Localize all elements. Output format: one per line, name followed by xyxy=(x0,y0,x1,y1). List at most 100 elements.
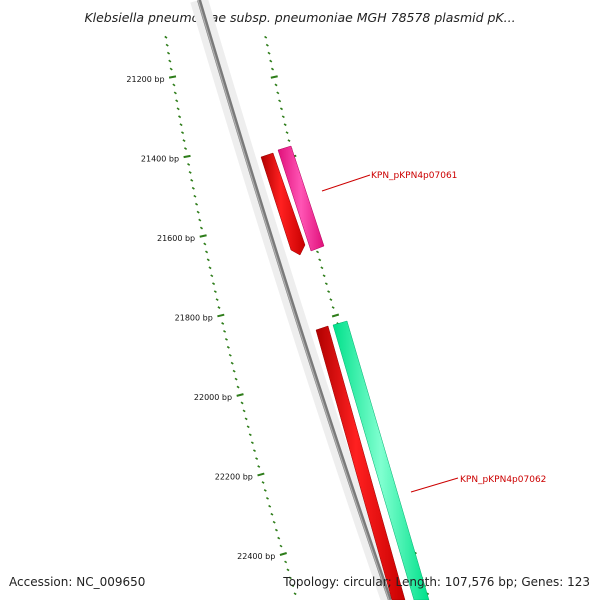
minor-tick xyxy=(274,83,278,87)
minor-tick xyxy=(179,123,183,127)
tick-label: 21200 bp xyxy=(126,75,164,84)
minor-tick xyxy=(183,147,188,150)
minor-tick xyxy=(281,115,285,119)
minor-tick xyxy=(318,258,322,262)
minor-tick xyxy=(234,377,238,381)
minor-tick xyxy=(327,290,331,294)
minor-tick xyxy=(165,43,169,47)
minor-tick xyxy=(265,43,269,47)
minor-tick xyxy=(279,107,284,111)
minor-tick xyxy=(228,353,232,357)
minor-tick xyxy=(331,306,335,309)
major-tick xyxy=(279,552,287,556)
minor-tick xyxy=(270,512,274,516)
minor-tick xyxy=(286,568,290,572)
minor-tick xyxy=(226,345,230,349)
gene-feature-1[interactable] xyxy=(277,145,325,252)
minor-tick xyxy=(221,322,225,325)
gene-label-leader-1 xyxy=(321,174,371,192)
major-tick xyxy=(183,154,191,159)
minor-tick xyxy=(279,544,283,548)
backbone-line xyxy=(197,0,392,600)
minor-tick xyxy=(287,139,291,142)
minor-tick xyxy=(236,385,240,389)
gene-label-1[interactable]: KPN_pKPN4p07061 xyxy=(371,171,457,181)
minor-tick xyxy=(180,131,185,135)
minor-tick xyxy=(255,457,259,460)
major-tick xyxy=(236,393,244,397)
topology-text: Topology: circular; Length: 107,576 bp; … xyxy=(283,575,590,589)
cds-feature-2[interactable] xyxy=(315,325,406,600)
minor-tick xyxy=(206,258,210,262)
minor-tick xyxy=(244,417,248,421)
minor-tick xyxy=(288,576,292,580)
minor-tick xyxy=(316,250,320,254)
minor-tick xyxy=(324,282,328,286)
minor-tick xyxy=(191,186,195,190)
tick-label: 21800 bp xyxy=(175,314,213,323)
minor-tick xyxy=(217,306,221,309)
minor-tick xyxy=(223,329,227,333)
tick-labels: 21200 bp 21400 bp 21600 bp 21800 bp 22000 bp… xyxy=(126,75,275,561)
minor-tick xyxy=(248,433,252,437)
minor-tick xyxy=(240,401,244,405)
tick-marks-inner xyxy=(164,35,297,596)
minor-tick xyxy=(291,584,295,588)
minor-tick xyxy=(265,496,269,500)
tick-label: 21400 bp xyxy=(141,155,179,164)
minor-tick xyxy=(230,361,234,365)
tick-label: 21600 bp xyxy=(157,234,195,243)
minor-tick xyxy=(172,83,176,87)
gene-label-leader-2 xyxy=(410,477,459,493)
minor-tick xyxy=(173,91,177,95)
gene-label-2[interactable]: KPN_pKPN4p07062 xyxy=(460,475,546,485)
minor-tick xyxy=(196,210,200,214)
minor-tick xyxy=(285,131,289,135)
minor-tick xyxy=(232,369,236,373)
minor-tick xyxy=(246,425,250,429)
minor-tick xyxy=(215,298,219,302)
minor-tick xyxy=(166,51,171,55)
major-tick xyxy=(168,75,177,79)
minor-tick xyxy=(274,528,278,532)
minor-tick xyxy=(257,465,261,468)
map-title: Klebsiella pneumoniae subsp. pneumoniae … xyxy=(84,10,516,25)
minor-tick xyxy=(213,290,217,294)
minor-tick xyxy=(263,489,267,492)
minor-tick xyxy=(320,266,324,270)
accession-text: Accession: NC_009650 xyxy=(9,575,146,589)
minor-tick xyxy=(190,178,194,182)
minor-tick xyxy=(203,242,207,246)
minor-tick xyxy=(322,274,326,278)
minor-tick xyxy=(272,520,276,524)
gene-feature-2[interactable] xyxy=(332,320,430,600)
minor-tick xyxy=(198,218,202,222)
minor-tick xyxy=(261,481,265,484)
backbone-highlight xyxy=(197,0,390,600)
major-tick xyxy=(331,313,340,318)
minor-tick xyxy=(276,91,280,95)
minor-tick xyxy=(212,282,216,286)
minor-tick xyxy=(264,35,268,39)
minor-tick xyxy=(208,266,212,270)
minor-tick xyxy=(268,504,272,508)
minor-tick xyxy=(283,123,287,127)
cds-feature-1[interactable] xyxy=(260,152,306,256)
minor-tick xyxy=(169,67,173,71)
minor-tick xyxy=(284,560,288,564)
minor-tick xyxy=(210,274,214,278)
minor-tick xyxy=(187,163,191,166)
minor-tick xyxy=(329,298,333,301)
major-tick xyxy=(217,313,225,318)
minor-tick xyxy=(277,536,281,540)
minor-tick xyxy=(175,99,179,103)
minor-tick xyxy=(293,592,297,596)
major-tick xyxy=(199,234,207,238)
minor-tick xyxy=(182,139,186,143)
minor-tick xyxy=(194,202,199,206)
major-tick xyxy=(270,75,278,79)
tick-label: 22000 bp xyxy=(194,393,232,402)
minor-tick xyxy=(278,99,282,103)
minor-tick xyxy=(205,250,209,254)
